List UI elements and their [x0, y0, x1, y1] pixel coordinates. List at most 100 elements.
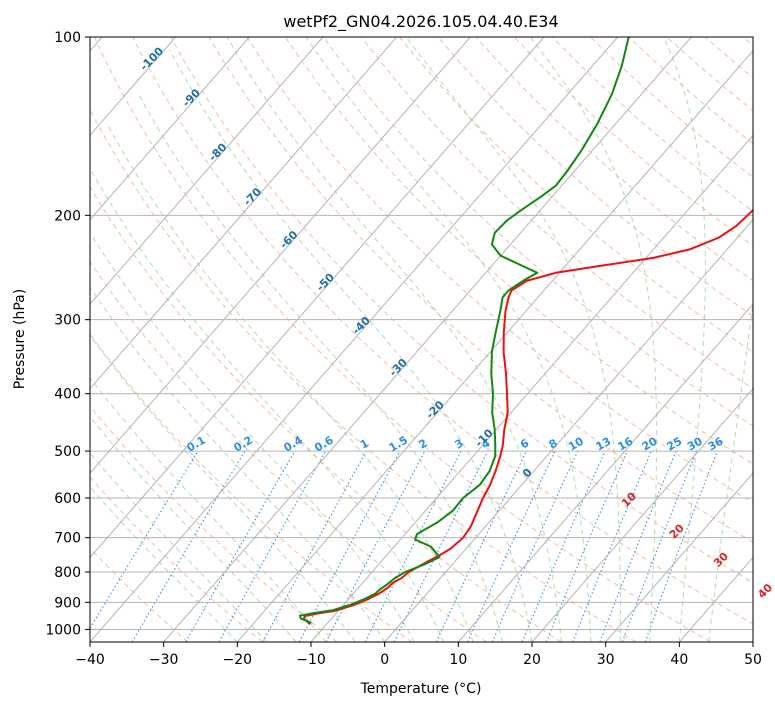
- y-tick-label: 200: [54, 208, 81, 224]
- y-tick-label: 1000: [45, 622, 81, 638]
- isotherm-line: [90, 37, 250, 221]
- moist-adiabat-label: 20: [667, 521, 687, 541]
- dry-adiabat-line: [361, 37, 753, 390]
- x-tick-label: 10: [449, 652, 467, 668]
- isotherm-label: -80: [206, 140, 229, 163]
- dry-adiabat-line: [90, 405, 338, 642]
- mixing-ratio-line: [521, 450, 606, 642]
- isotherm-line: [90, 37, 324, 305]
- isobars: [90, 37, 753, 630]
- moist-adiabat-line: [305, 37, 592, 642]
- dry-adiabat-line: [475, 37, 753, 282]
- isotherm-label: -70: [241, 185, 264, 208]
- dry-adiabat-line: [208, 37, 753, 543]
- y-tick-label: 300: [54, 313, 81, 329]
- dry-adiabat-line: [132, 37, 753, 625]
- plot-frame: [89, 36, 754, 643]
- moist-adiabat-line: [663, 37, 706, 642]
- dry-adiabat-line: [704, 37, 753, 79]
- dry-adiabat-line: [590, 37, 753, 178]
- dry-adiabat-line: [742, 37, 753, 46]
- dry-adiabat-line: [513, 37, 753, 247]
- moist-adiabat-line: [106, 123, 474, 642]
- dry-adiabat-line: [170, 37, 753, 584]
- dry-adiabat-line: [246, 37, 753, 504]
- moist-adiabat-line: [405, 37, 621, 642]
- dewpoint-profile-line: [299, 37, 630, 624]
- y-tick-label: 800: [54, 565, 81, 581]
- isotherm-line: [236, 50, 753, 642]
- mixing-ratio-line: [364, 450, 462, 642]
- dry-adiabat-line: [284, 37, 753, 465]
- moist-adiabat-line: [530, 37, 658, 642]
- y-tick-label: 500: [54, 444, 81, 460]
- moist-adiabat-line: [90, 486, 238, 642]
- moist-adiabat-line: [90, 286, 386, 642]
- x-tick-label: −30: [149, 652, 179, 668]
- y-axis-label: Pressure (hPa): [12, 289, 28, 389]
- x-tick-label: 40: [670, 652, 688, 668]
- isotherm-line: [531, 387, 753, 642]
- mixing-ratio-line: [572, 450, 652, 642]
- x-tick-label: 0: [380, 652, 389, 668]
- moist-adiabat-line: [169, 49, 533, 642]
- isotherm-line: [457, 303, 753, 642]
- y-tick-label: 100: [54, 30, 81, 46]
- isotherm-line: [90, 37, 619, 642]
- x-tick-label: −20: [223, 652, 253, 668]
- mixing-ratio-line: [218, 450, 327, 642]
- moist-adiabats: [90, 37, 753, 642]
- moist-adiabat-line: [90, 377, 327, 642]
- isotherm-label: -50: [314, 270, 337, 293]
- y-tick-label: 600: [54, 491, 81, 507]
- mixing-ratio-label: 3: [453, 437, 466, 452]
- x-tick-label: −10: [296, 652, 326, 668]
- isotherm-label: -40: [350, 314, 373, 337]
- dry-adiabat-line: [399, 37, 753, 353]
- mixing-ratio-line: [90, 450, 199, 630]
- dry-adiabat-line: [551, 37, 753, 212]
- isotherm-line: [752, 641, 753, 642]
- mixing-ratio-line: [298, 450, 401, 642]
- isotherm-line: [384, 218, 753, 642]
- isotherms: [90, 37, 753, 642]
- mixing-ratio-line: [491, 450, 579, 642]
- dry-adiabat-line: [93, 37, 711, 642]
- x-tick-label: 50: [744, 652, 762, 668]
- isotherm-line: [90, 37, 545, 559]
- isotherm-label: -10: [473, 426, 496, 449]
- chart-title: wetPf2_GN04.2026.105.04.40.E34: [283, 12, 558, 32]
- y-tick-label: 400: [54, 387, 81, 403]
- dry-adiabat-line: [90, 547, 189, 642]
- moist-adiabat-line: [90, 452, 268, 642]
- moist-adiabat-line: [90, 334, 356, 642]
- mixing-ratio-line: [599, 450, 677, 642]
- moist-adiabat-label: 10: [619, 490, 639, 510]
- mixing-ratio-line: [393, 450, 489, 642]
- moist-adiabat-line: [138, 94, 503, 642]
- moist-adiabat-line: [90, 416, 297, 642]
- isotherm-line: [310, 134, 753, 642]
- mixing-ratio-line: [262, 450, 367, 642]
- dry-adiabat-line: [90, 476, 263, 642]
- mixing-ratio-label: 1: [358, 437, 371, 452]
- mixing-ratio-label: 6: [518, 436, 531, 451]
- isotherm-line: [90, 37, 398, 390]
- moist-adiabat-line: [708, 298, 753, 642]
- isotherm-line: [90, 37, 471, 474]
- line-labels: 0.1 0.2 0.4 0.6 1 1.5 2 3 4 6 8 10 13 16 20 25 30 36-100-…: [137, 44, 775, 601]
- dry-adiabats: [90, 37, 753, 642]
- isotherm-label: -100: [137, 44, 166, 73]
- isotherm-label: -20: [424, 398, 447, 421]
- x-axis-label: Temperature (°C): [360, 681, 482, 697]
- moist-adiabat-line: [90, 167, 445, 642]
- dry-adiabat-line: [90, 108, 637, 642]
- x-tick-label: −40: [75, 652, 105, 668]
- isotherm-label: -90: [180, 86, 203, 109]
- moist-adiabat-line: [226, 37, 562, 642]
- dry-adiabat-line: [322, 37, 753, 427]
- isotherm-line: [605, 472, 753, 642]
- dry-adiabat-line: [90, 260, 487, 642]
- profiles: [299, 37, 753, 625]
